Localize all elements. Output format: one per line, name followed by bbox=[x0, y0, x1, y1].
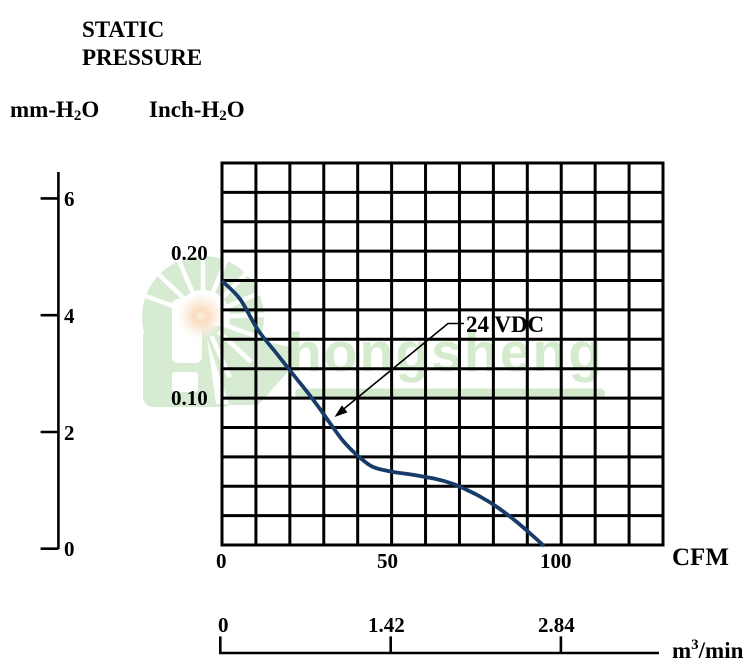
svg-text:hongsheng: hongsheng bbox=[288, 321, 604, 383]
